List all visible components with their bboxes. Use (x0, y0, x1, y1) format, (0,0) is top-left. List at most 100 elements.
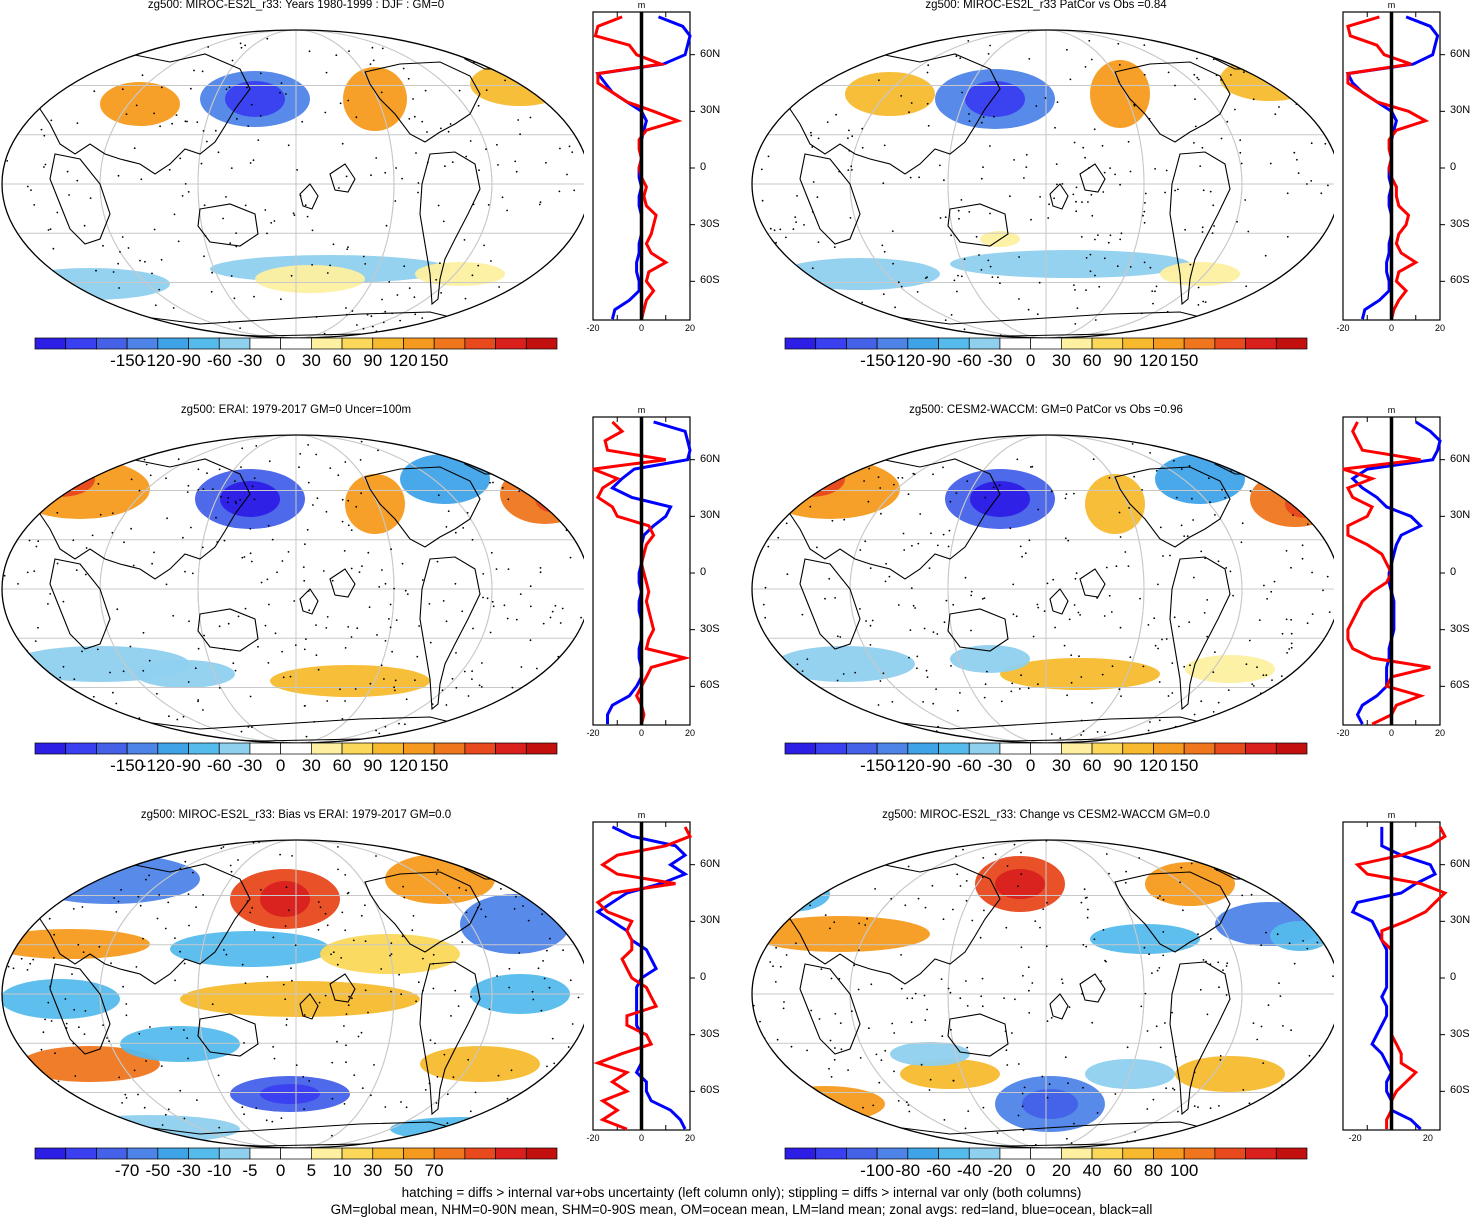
colorbar-swatch (1091, 337, 1124, 350)
profile-lat-label: 60N (1450, 47, 1471, 60)
colorbar-swatch (1245, 742, 1277, 755)
colorbar-swatch (372, 742, 404, 755)
colorbar-tick-label: 150 (419, 756, 449, 775)
profile-x-label: -20 (1336, 323, 1350, 333)
anomaly-region (25, 461, 95, 497)
colorbar-tick-label: 90 (363, 351, 383, 370)
profile-x-label: 20 (684, 323, 696, 333)
colorbar-swatch (280, 1147, 312, 1160)
anomaly-region (950, 250, 1190, 278)
colorbar-swatch (218, 1147, 251, 1160)
colorbar-swatch (907, 1147, 939, 1160)
colorbar-tick-label: -90 (926, 351, 951, 370)
colorbar-swatch (433, 742, 466, 755)
colorbar-swatch (1153, 337, 1185, 350)
coastline (799, 153, 861, 245)
colorbar-swatch (495, 337, 527, 350)
colorbar-tick-label: 90 (1113, 351, 1133, 370)
colorbar-swatch (938, 337, 970, 350)
profile-unit-label: m (1387, 405, 1396, 415)
profile-ocean-line (1350, 420, 1442, 725)
colorbar-tick-label: -30 (987, 756, 1013, 775)
colorbar-tick-label: -30 (237, 351, 263, 370)
anomaly-region (20, 854, 200, 904)
colorbar-swatch (65, 1147, 97, 1160)
coastline (1079, 973, 1106, 1003)
colorbar-swatch (464, 337, 496, 350)
colorbar-tick-label: 10 (332, 1161, 352, 1180)
colorbar-swatch (1061, 337, 1093, 350)
colorbar-swatch (1122, 742, 1154, 755)
colorbar-swatch (1183, 1147, 1216, 1160)
colorbar-swatch (403, 742, 435, 755)
coastline (197, 608, 259, 652)
colorbar-swatch (403, 337, 435, 350)
profile-x-label: -20 (586, 1133, 600, 1143)
colorbar-tick-label: -60 (956, 756, 982, 775)
profile-x-label: 0 (638, 728, 645, 738)
panel-title: zg500: ERAI: 1979-2017 GM=0 Uncer=100m (180, 404, 412, 416)
anomaly-region (390, 1117, 530, 1141)
coastline (419, 961, 481, 1116)
colorbar-swatch (249, 1147, 281, 1160)
anomaly-region (780, 258, 940, 290)
colorbar-swatch (341, 742, 374, 755)
profile-lat-label: 30N (1450, 509, 1471, 522)
coastline (947, 1013, 1009, 1057)
stippling (762, 443, 1331, 740)
profile-lat-label: 60S (1450, 679, 1470, 692)
colorbar-swatch (157, 337, 189, 350)
anomaly-region (2, 979, 120, 1019)
anomaly-region (345, 474, 405, 534)
colorbar-swatch (999, 337, 1031, 350)
coastline (799, 963, 861, 1055)
colorbar-tick-label: 150 (419, 351, 449, 370)
colorbar-swatch (784, 1147, 817, 1160)
colorbar-tick-label: 150 (1169, 351, 1199, 370)
colorbar-swatch (1153, 1147, 1185, 1160)
coastline (39, 863, 251, 985)
longitude-gridline (197, 30, 395, 338)
colorbar-swatch (372, 1147, 404, 1160)
colorbar-swatch (341, 1147, 374, 1160)
colorbar-swatch (495, 1147, 527, 1160)
zonal-mean-profile (592, 416, 695, 726)
profile-lat-label: 60N (700, 857, 721, 870)
coastline (364, 871, 481, 953)
colorbar-tick-label: 150 (1169, 756, 1199, 775)
colorbar-tick-label: 90 (363, 756, 383, 775)
profile-lat-label: 30N (1450, 914, 1471, 927)
coastline (49, 963, 111, 1055)
colorbar-swatch (907, 742, 939, 755)
colorbar-swatch (1122, 1147, 1154, 1160)
coastline (947, 608, 1009, 652)
profile-lat-label: 30S (1450, 1027, 1470, 1040)
profile-unit-label: m (1387, 810, 1396, 820)
profile-x-label: 0 (1388, 323, 1395, 333)
anomaly-region (1090, 60, 1150, 128)
anomaly-region (1175, 1056, 1285, 1092)
colorbar-tick-label: 80 (1144, 1161, 1163, 1180)
colorbar-swatch (464, 742, 496, 755)
colorbar-tick-label: -120 (140, 351, 175, 370)
stippling (3, 440, 582, 738)
colorbar-swatch (188, 1147, 220, 1160)
profile-lat-label: 30S (700, 622, 720, 635)
anomaly-region (180, 981, 420, 1017)
profile-unit-label: m (637, 0, 646, 10)
colorbar-swatch (968, 1147, 1001, 1160)
colorbar-tick-label: -120 (890, 756, 925, 775)
colorbar-tick-label: 60 (332, 351, 352, 370)
coastline (1114, 466, 1231, 548)
profile-x-label: -20 (586, 323, 600, 333)
anomaly-region (752, 876, 830, 912)
coastline (299, 993, 319, 1020)
profile-lat-label: 60N (700, 47, 721, 60)
colorbar-tick-label: -150 (110, 756, 145, 775)
coastline (789, 863, 1001, 985)
coastline (789, 53, 1001, 175)
profile-ocean-line (1350, 826, 1438, 1131)
profile-lat-label: 30N (700, 914, 721, 927)
colorbar-tick-label: -90 (926, 756, 951, 775)
colorbar-swatch (280, 742, 312, 755)
